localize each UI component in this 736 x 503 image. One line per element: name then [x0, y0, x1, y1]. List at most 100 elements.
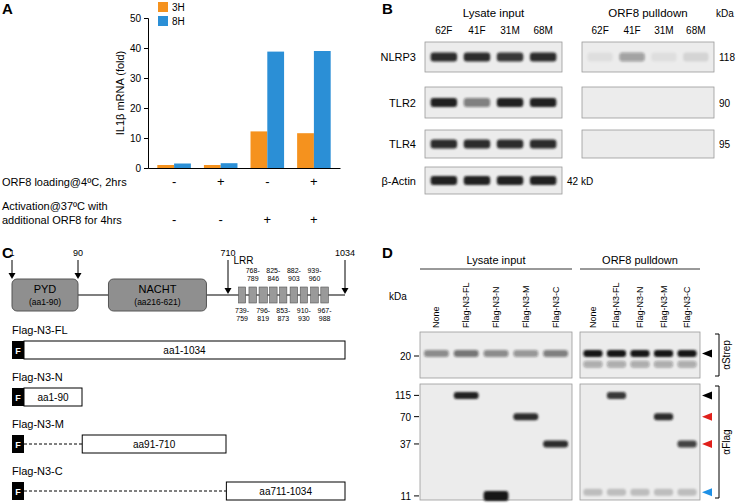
marker-label: 115: [395, 390, 411, 401]
construct-label: aa91-710: [133, 439, 176, 450]
tick-mark: [144, 48, 148, 49]
band: [583, 361, 602, 368]
condition-mark: +: [310, 174, 318, 189]
band: [677, 350, 696, 357]
legend-swatch: [158, 16, 168, 26]
lane-label: Flag-N3-FL: [611, 282, 621, 328]
size-label: 118: [719, 52, 735, 63]
y-axis: 01020304050: [130, 13, 149, 174]
legend-label: 3H: [172, 2, 185, 13]
position-arrow-head: [342, 288, 349, 294]
band: [654, 361, 673, 368]
band: [424, 350, 449, 357]
antibody-label: αFlag: [721, 429, 732, 454]
blot-background: [582, 87, 714, 118]
legend-swatch: [158, 2, 168, 12]
condition-mark: -: [265, 174, 269, 189]
blot-background: [425, 87, 562, 118]
tick-mark: [144, 18, 148, 19]
tick-label: 20: [130, 103, 142, 114]
panel-label: A: [2, 0, 13, 17]
band: [654, 489, 673, 496]
antibody-label: αStrep: [721, 340, 732, 370]
lane-label: Flag-N3-N: [635, 286, 645, 328]
lane-label: Flag-N3-N: [491, 286, 501, 328]
lane-label: None: [431, 306, 441, 328]
construct-name: Flag-N3-N: [12, 371, 63, 383]
lrr-box: [321, 287, 329, 303]
band: [530, 53, 556, 62]
group-title: ORF8 pulldown: [608, 7, 687, 19]
panel-d: D Lysate input None Flag-N3-FL Flag-N3-N Flag…: [382, 244, 732, 502]
tick-label: 40: [130, 43, 142, 54]
y-tick: 10: [130, 133, 148, 144]
tick-mark: [144, 138, 148, 139]
lane-label: 68M: [533, 25, 552, 36]
band: [464, 176, 490, 185]
construct-name: Flag-N3-M: [12, 418, 64, 430]
lane-label: 68M: [686, 25, 705, 36]
group-rule: [420, 269, 572, 270]
lrr-label: 853-873: [276, 307, 291, 322]
lane-label: 41F: [623, 25, 640, 36]
band: [464, 53, 490, 62]
marker-tick: [414, 443, 419, 444]
construct-box: [226, 482, 345, 500]
band: [654, 350, 673, 357]
position-arrow-head: [9, 273, 16, 279]
arrow: [702, 350, 712, 358]
band: [587, 98, 612, 107]
group-title: ORF8 pulldown: [602, 254, 678, 266]
lrr-box: [300, 287, 307, 303]
group-title: Lysate input: [463, 7, 525, 19]
row-label: TLR4: [389, 138, 416, 150]
bar: [204, 165, 221, 168]
arrow: [702, 488, 712, 496]
position-arrow-stem: [12, 260, 13, 274]
lrr-label: 825-846: [266, 267, 281, 282]
marker-tick: [414, 416, 419, 417]
bar: [251, 131, 268, 168]
group-title: Lysate input: [467, 254, 526, 266]
position-arrow-stem: [228, 260, 229, 289]
lrr-label: 939-960: [307, 267, 322, 282]
deleted-region: [24, 491, 226, 492]
lrr-label: 882-903: [287, 267, 302, 282]
deleted-region: [24, 444, 82, 445]
construct-name: Flag-N3-C: [12, 465, 63, 477]
band: [619, 98, 644, 107]
lrr-label: 967-988: [318, 307, 333, 322]
lane-label: Flag-N3-C: [551, 286, 561, 328]
condition-mark: +: [264, 212, 272, 227]
band: [607, 350, 626, 357]
tick-mark: [144, 78, 148, 79]
group-rule: [580, 269, 700, 270]
construct-box: [24, 341, 345, 359]
lane-label: 62F: [435, 25, 452, 36]
position-arrow-head: [225, 288, 232, 294]
band: [651, 53, 676, 62]
flag-tag: [12, 388, 24, 406]
band: [497, 98, 523, 107]
flag-tag-label: F: [15, 346, 21, 356]
band: [583, 350, 602, 357]
tick-label: 10: [130, 133, 142, 144]
band: [484, 350, 509, 357]
band: [464, 98, 490, 107]
flag-tag-label: F: [15, 393, 21, 403]
band: [497, 176, 523, 185]
condition-mark: -: [172, 174, 176, 189]
marker-label: 20: [400, 351, 412, 362]
lane-label: Flag-N3-M: [659, 285, 669, 328]
panel-label: D: [382, 244, 393, 261]
lrr-label: 796-819: [256, 307, 271, 322]
lrr-box: [238, 287, 245, 303]
flag-tag: [12, 435, 24, 453]
band: [431, 176, 457, 185]
construct-label: aa1-90: [37, 392, 69, 403]
y-tick: 40: [130, 43, 148, 54]
blot-background: [425, 130, 562, 158]
band: [630, 361, 649, 368]
domain-name: NACHT: [139, 283, 177, 295]
lrr-label: 910-930: [297, 307, 312, 322]
